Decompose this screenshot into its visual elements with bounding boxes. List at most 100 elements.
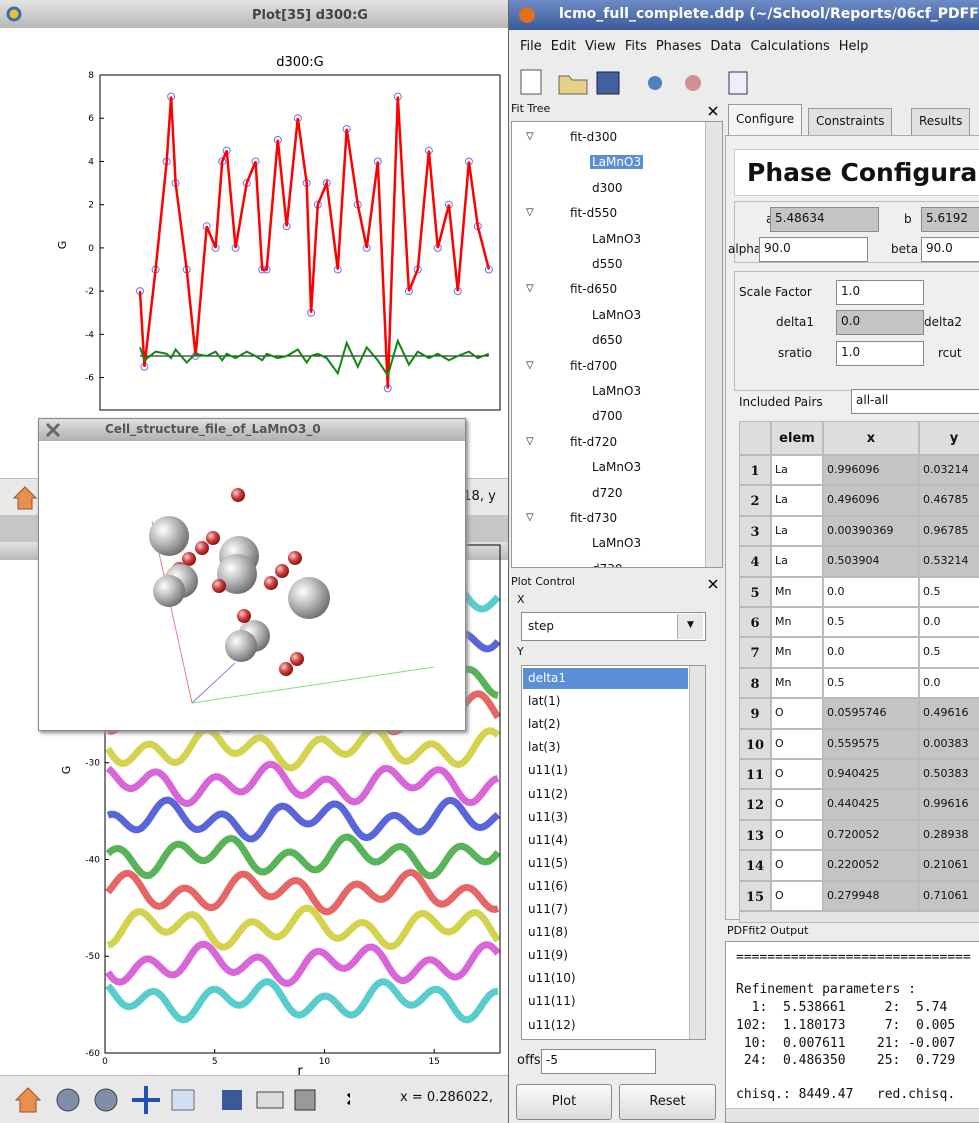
field-input[interactable]: 0.0 (836, 310, 924, 335)
save-button[interactable] (222, 1090, 242, 1110)
field-input[interactable]: 90.0 (759, 237, 868, 262)
cell[interactable]: 0.220052 (823, 850, 919, 880)
menu-item[interactable]: Data (710, 39, 741, 62)
cell[interactable]: 0.5 (823, 668, 919, 698)
back-button[interactable] (57, 1089, 79, 1111)
list-item[interactable]: u11(8) (523, 922, 688, 943)
cell[interactable]: La (771, 455, 823, 485)
tree-item[interactable]: d730 (512, 560, 704, 568)
tab[interactable]: Constraints (808, 108, 892, 136)
cell[interactable]: O (771, 881, 823, 911)
cell[interactable]: 0.940425 (823, 759, 919, 789)
cell[interactable]: 0.53214 (919, 546, 979, 576)
menu-item[interactable]: Help (839, 39, 869, 62)
cell[interactable]: O (771, 850, 823, 880)
cell[interactable]: 0.5 (919, 577, 979, 607)
cell[interactable]: 0.46785 (919, 485, 979, 515)
list-item[interactable]: lat(3) (523, 737, 688, 758)
cell[interactable]: La (771, 516, 823, 546)
cell[interactable]: 0.99616 (919, 789, 979, 819)
list-item[interactable]: u11(10) (523, 968, 688, 989)
tree-item[interactable]: d650 (512, 331, 704, 353)
close-button[interactable] (707, 105, 719, 117)
list-item[interactable]: u11(2) (523, 784, 688, 805)
cell[interactable]: 0.0 (823, 577, 919, 607)
tree-item[interactable]: LaMnO3 (512, 306, 704, 328)
header-cell[interactable]: y (919, 421, 979, 455)
run-button[interactable] (648, 76, 662, 90)
field-input[interactable]: 5.6192 (921, 207, 979, 232)
tab[interactable]: Configure (728, 104, 802, 136)
list-item[interactable]: u11(5) (523, 853, 688, 874)
menu-item[interactable]: File (520, 39, 542, 62)
menu-item[interactable]: Fits (625, 39, 647, 62)
menu-item[interactable]: Calculations (750, 39, 829, 62)
menu-item[interactable]: View (585, 39, 616, 62)
list-item[interactable]: u11(11) (523, 991, 688, 1012)
offset-input[interactable]: -5 (541, 1049, 656, 1074)
cell[interactable]: La (771, 546, 823, 576)
cell[interactable]: Mn (771, 637, 823, 667)
list-item[interactable]: lat(2) (523, 714, 688, 735)
field-input[interactable]: 90.0 (921, 237, 979, 262)
tree-item[interactable]: ▽fit-d650 (512, 280, 704, 302)
field-input[interactable]: 1.0 (836, 280, 924, 305)
list-item[interactable]: u11(12) (523, 1015, 688, 1036)
tree-item[interactable]: d700 (512, 407, 704, 429)
cell[interactable]: O (771, 759, 823, 789)
x-combobox[interactable]: step ▼ (521, 612, 706, 641)
cell[interactable]: La (771, 485, 823, 515)
cell[interactable]: O (771, 729, 823, 759)
tab[interactable]: Results (911, 108, 970, 136)
tree-item[interactable]: LaMnO3 (512, 458, 704, 480)
cell[interactable]: 0.71061 (919, 881, 979, 911)
cell[interactable]: 0.559575 (823, 729, 919, 759)
cell[interactable]: 0.0 (919, 607, 979, 637)
list-item[interactable]: u11(3) (523, 807, 688, 828)
list-item[interactable]: u11(4) (523, 830, 688, 851)
cell[interactable]: 0.996096 (823, 455, 919, 485)
tree-item[interactable]: ▽fit-d550 (512, 204, 704, 226)
save-button[interactable] (597, 72, 619, 94)
tree-item[interactable]: ▽fit-d730 (512, 509, 704, 531)
cell[interactable]: 0.0 (919, 668, 979, 698)
cell[interactable]: 0.28938 (919, 820, 979, 850)
cell[interactable]: 0.0595746 (823, 698, 919, 728)
cell[interactable]: Mn (771, 577, 823, 607)
plot-button[interactable] (729, 72, 747, 94)
tree-item[interactable]: ▽fit-d720 (512, 433, 704, 455)
cell[interactable]: 0.96785 (919, 516, 979, 546)
cell[interactable]: 0.279948 (823, 881, 919, 911)
tree-item[interactable]: LaMnO3 (512, 230, 704, 252)
reset-button[interactable]: Reset (619, 1084, 716, 1120)
forward-button[interactable] (95, 1089, 117, 1111)
export-button[interactable] (295, 1090, 315, 1110)
cell[interactable]: 0.03214 (919, 455, 979, 485)
tree-item[interactable]: LaMnO3 (512, 534, 704, 556)
cell[interactable]: 0.0 (823, 637, 919, 667)
zoom-button[interactable] (172, 1090, 194, 1110)
open-button[interactable] (559, 76, 587, 94)
cell[interactable]: 0.00383 (919, 729, 979, 759)
cell[interactable]: 0.5 (823, 607, 919, 637)
list-item[interactable]: u11(7) (523, 899, 688, 920)
cell[interactable]: Mn (771, 668, 823, 698)
tree-item[interactable]: ▽fit-d300 (512, 128, 704, 150)
cell[interactable]: 0.5 (919, 637, 979, 667)
header-cell[interactable]: x (823, 421, 919, 455)
list-item[interactable]: delta1 (523, 668, 688, 689)
field-input[interactable]: 5.48634 (770, 207, 879, 232)
plot-button[interactable]: Plot (516, 1084, 612, 1120)
list-item[interactable]: u11(6) (523, 876, 688, 897)
menu-item[interactable]: Edit (551, 39, 576, 62)
home-button[interactable] (16, 1088, 40, 1112)
cell[interactable]: O (771, 698, 823, 728)
cell[interactable]: O (771, 789, 823, 819)
field-input[interactable]: 1.0 (836, 341, 924, 366)
list-item[interactable]: u11(1) (523, 760, 688, 781)
tree-item[interactable]: ▽fit-d700 (512, 357, 704, 379)
print-button[interactable] (257, 1092, 283, 1108)
cell[interactable]: 0.21061 (919, 850, 979, 880)
cell[interactable]: 0.00390369 (823, 516, 919, 546)
cell[interactable]: O (771, 820, 823, 850)
